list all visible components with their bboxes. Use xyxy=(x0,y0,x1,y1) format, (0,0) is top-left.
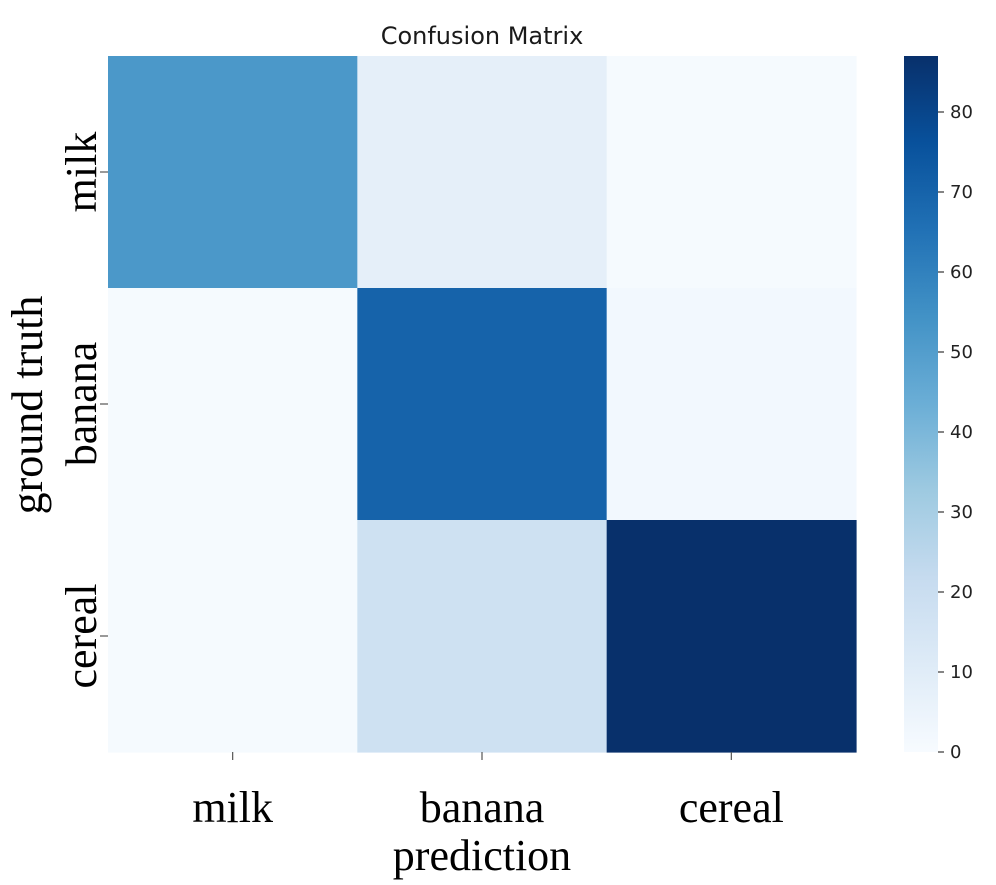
x-tick-label: cereal xyxy=(679,783,784,832)
heatmap-cell-2-2 xyxy=(606,520,857,753)
y-tick-label: banana xyxy=(57,342,106,467)
heatmap-cells xyxy=(108,56,857,753)
colorbar-tick-label: 40 xyxy=(950,422,973,443)
heatmap-cell-0-0 xyxy=(108,56,358,289)
heatmap-cell-1-2 xyxy=(606,288,857,521)
colorbar-tick-label: 30 xyxy=(950,502,973,523)
y-axis-ticks: milk banana cereal xyxy=(57,132,108,689)
heatmap-cell-1-0 xyxy=(108,288,358,521)
heatmap-cell-1-1 xyxy=(357,288,608,521)
heatmap-cell-2-0 xyxy=(108,520,358,753)
y-tick-label: cereal xyxy=(57,584,106,689)
colorbar-tick-label: 80 xyxy=(950,102,973,123)
heatmap-cell-2-1 xyxy=(357,520,608,753)
heatmap-cell-0-1 xyxy=(357,56,608,289)
colorbar: 0 10 20 30 40 50 60 70 80 xyxy=(904,56,973,763)
x-axis-ticks: milk banana cereal xyxy=(192,752,784,832)
x-axis-label: prediction xyxy=(393,831,571,880)
colorbar-tick-label: 60 xyxy=(950,262,973,283)
chart-title: Confusion Matrix xyxy=(381,22,584,50)
x-tick-label: milk xyxy=(192,783,273,832)
colorbar-tick-label: 0 xyxy=(950,742,961,763)
y-tick-label: milk xyxy=(57,132,106,213)
colorbar-tick-label: 10 xyxy=(950,662,973,683)
x-tick-label: banana xyxy=(420,783,545,832)
colorbar-tick-label: 20 xyxy=(950,582,973,603)
heatmap-cell-0-2 xyxy=(606,56,857,289)
colorbar-tick-label: 50 xyxy=(950,342,973,363)
y-axis-label: ground truth xyxy=(3,296,52,515)
colorbar-tick-label: 70 xyxy=(950,182,973,203)
colorbar-gradient xyxy=(904,56,938,752)
